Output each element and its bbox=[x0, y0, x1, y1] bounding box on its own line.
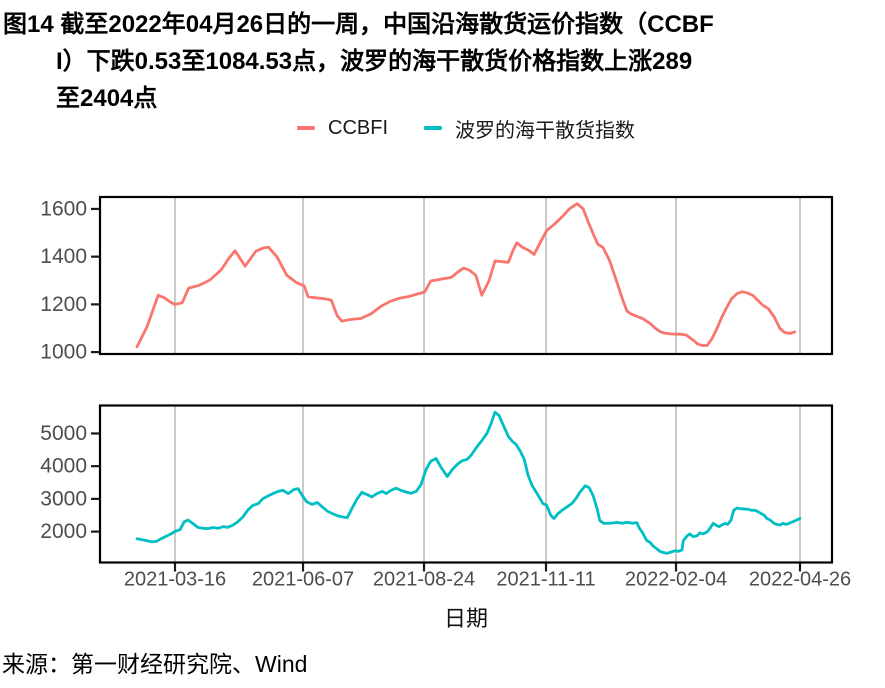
figure-title-line-2: I）下跌0.53至1084.53点，波罗的海干散货价格指数上涨289 bbox=[56, 48, 693, 75]
legend-line-swatch-ccbfi-icon bbox=[297, 126, 315, 130]
panel-border bbox=[98, 404, 834, 564]
x-tick-label: 2021-06-07 bbox=[252, 569, 354, 591]
source-note: 来源：第一财经研究院、Wind bbox=[2, 651, 308, 677]
bdi-line bbox=[135, 410, 802, 555]
x-axis-title: 日期 bbox=[443, 606, 488, 631]
x-tick-label: 2022-04-26 bbox=[749, 569, 851, 591]
y-tick-label: 1000 bbox=[40, 341, 87, 364]
figure-title: 图14 截至2022年04月26日的一周，中国沿海散货运价指数（CCBF I）下… bbox=[3, 6, 881, 117]
ccbfi-line bbox=[135, 202, 797, 349]
x-tick-label: 2021-03-16 bbox=[124, 569, 226, 591]
legend-label-ccbfi: CCBFI bbox=[328, 116, 388, 139]
figure-title-line-3: 至2404点 bbox=[56, 85, 158, 112]
x-tick-label: 2021-11-11 bbox=[496, 569, 595, 591]
figure-title-line-1: 图14 截至2022年04月26日的一周，中国沿海散货运价指数（CCBF bbox=[3, 11, 714, 38]
panel-bdi: 2000 3000 4000 5000 bbox=[40, 404, 834, 564]
legend-line-swatch-bdi-icon bbox=[424, 126, 442, 130]
x-tick-label: 2022-02-04 bbox=[625, 569, 727, 591]
y-tick-label: 3000 bbox=[40, 487, 87, 510]
legend: CCBFI 波罗的海干散货指数 bbox=[100, 114, 832, 142]
panel-ccbfi: 1000 1200 1400 1600 bbox=[40, 195, 834, 364]
y-tick-label: 1200 bbox=[40, 293, 87, 316]
x-tick-label: 2021-08-24 bbox=[373, 569, 475, 591]
legend-item-ccbfi: CCBFI bbox=[297, 117, 388, 140]
y-tick-label: 5000 bbox=[40, 422, 87, 445]
legend-item-bdi: 波罗的海干散货指数 bbox=[424, 114, 635, 143]
y-tick-label: 4000 bbox=[40, 455, 87, 478]
y-tick-label: 2000 bbox=[40, 520, 87, 543]
y-tick-label: 1400 bbox=[40, 245, 87, 268]
legend-label-bdi: 波罗的海干散货指数 bbox=[455, 119, 635, 142]
y-tick-label: 1600 bbox=[40, 197, 87, 220]
panel-border bbox=[98, 195, 834, 356]
